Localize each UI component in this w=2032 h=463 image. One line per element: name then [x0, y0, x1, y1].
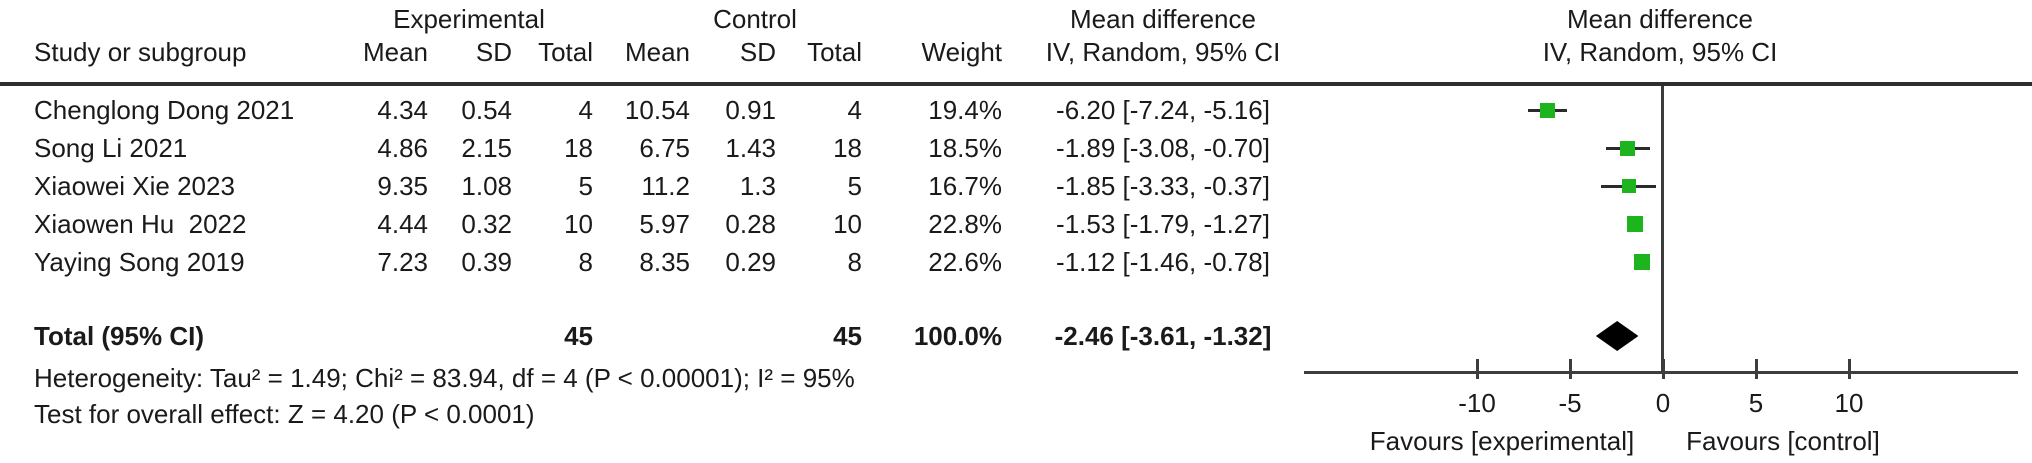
header-ctrl-mean: Mean	[624, 37, 690, 67]
exp-total: 5	[578, 171, 593, 201]
ctrl-sd: 0.28	[725, 209, 776, 239]
weight-value: 22.6%	[928, 247, 1002, 277]
table-row: Xiaowen Hu 2022 4.44 0.32 10 5.97 0.28 1…	[0, 205, 1310, 243]
ctrl-sd: 1.43	[725, 133, 776, 163]
study-marker	[1626, 216, 1643, 232]
header-study: Study or subgroup	[34, 37, 247, 67]
x-axis-line	[1304, 371, 2018, 374]
exp-mean: 7.23	[377, 247, 428, 277]
exp-mean: 4.86	[377, 133, 428, 163]
study-marker	[1621, 179, 1636, 193]
ci-text: -1.12 [-1.46, -0.78]	[1056, 247, 1270, 277]
total-row: Total (95% CI) 45 45 100.0% -2.46 [-3.61…	[0, 317, 1310, 355]
study-marker	[1540, 102, 1556, 118]
header-ci-method-text: IV, Random, 95% CI	[1045, 37, 1281, 67]
favours-control-label: Favours [control]	[1686, 426, 1880, 456]
header-weight: Weight	[921, 37, 1002, 67]
exp-sd: 0.39	[461, 247, 512, 277]
total-label: Total (95% CI)	[34, 321, 204, 351]
weight-value: 19.4%	[928, 95, 1002, 125]
total-ci-text: -2.46 [-3.61, -1.32]	[1054, 321, 1272, 351]
header-mean-difference-plot: Mean difference	[1567, 4, 1753, 34]
ctrl-sd: 1.3	[739, 171, 776, 201]
ctrl-total: 8	[847, 247, 862, 277]
axis-tick-label: 5	[1748, 388, 1764, 418]
study-marker	[1620, 140, 1636, 156]
header-ctrl-sd: SD	[739, 37, 776, 67]
total-ctrl-n: 45	[833, 321, 862, 351]
study-name: Xiaowen Hu 2022	[34, 209, 247, 239]
ctrl-mean: 11.2	[641, 171, 690, 201]
favours-experimental-label: Favours [experimental]	[1369, 426, 1635, 456]
ctrl-mean: 6.75	[639, 133, 690, 163]
weight-value: 22.8%	[928, 209, 1002, 239]
axis-tick-label: 0	[1655, 388, 1671, 418]
exp-sd: 2.15	[461, 133, 512, 163]
ctrl-sd: 0.91	[725, 95, 776, 125]
header-exp-sd: SD	[475, 37, 512, 67]
overall-effect-note: Test for overall effect: Z = 4.20 (P < 0…	[34, 399, 535, 429]
exp-mean: 4.34	[377, 95, 428, 125]
table-row: Chenglong Dong 2021 4.34 0.54 4 10.54 0.…	[0, 91, 1310, 129]
axis-tick	[1754, 359, 1758, 379]
header-exp-mean: Mean	[362, 37, 428, 67]
exp-total: 4	[578, 95, 593, 125]
axis-tick-label: 10	[1834, 388, 1864, 418]
weight-value: 18.5%	[928, 133, 1002, 163]
study-name: Song Li 2021	[34, 133, 188, 163]
axis-tick	[1568, 359, 1572, 379]
total-weight: 100.0%	[913, 321, 1002, 351]
axis-tick-label: -10	[1458, 388, 1496, 418]
axis-tick	[1847, 359, 1851, 379]
axis-tick	[1475, 359, 1479, 379]
ctrl-total: 5	[847, 171, 862, 201]
ci-text: -6.20 [-7.24, -5.16]	[1056, 95, 1270, 125]
table-row: Yaying Song 2019 7.23 0.39 8 8.35 0.29 8…	[0, 243, 1310, 281]
study-name: Chenglong Dong 2021	[34, 95, 295, 125]
ctrl-sd: 0.29	[725, 247, 776, 277]
header-experimental-group: Experimental	[393, 4, 545, 34]
exp-total: 8	[578, 247, 593, 277]
ctrl-total: 10	[833, 209, 862, 239]
ci-text: -1.53 [-1.79, -1.27]	[1056, 209, 1270, 239]
zero-reference-line	[1661, 86, 1664, 372]
header-exp-total: Total	[538, 37, 593, 67]
study-name: Xiaowei Xie 2023	[34, 171, 235, 201]
ctrl-total: 18	[833, 133, 862, 163]
ctrl-mean: 8.35	[639, 247, 690, 277]
table-row: Xiaowei Xie 2023 9.35 1.08 5 11.2 1.3 5 …	[0, 167, 1310, 205]
header-separator-line	[0, 82, 2032, 86]
summary-diamond	[1595, 321, 1639, 351]
exp-sd: 1.08	[461, 171, 512, 201]
header-control-group: Control	[713, 4, 797, 34]
ctrl-total: 4	[847, 95, 862, 125]
ci-text: -1.85 [-3.33, -0.37]	[1056, 171, 1270, 201]
ctrl-mean: 10.54	[624, 95, 690, 125]
exp-sd: 0.32	[461, 209, 512, 239]
exp-mean: 4.44	[377, 209, 428, 239]
study-marker	[1634, 254, 1651, 270]
heterogeneity-note: Heterogeneity: Tau² = 1.49; Chi² = 83.94…	[34, 363, 855, 393]
header-ci-method-plot: IV, Random, 95% CI	[1542, 37, 1778, 67]
ci-text: -1.89 [-3.08, -0.70]	[1056, 133, 1270, 163]
exp-total: 18	[564, 133, 593, 163]
exp-sd: 0.54	[461, 95, 512, 125]
table-row: Song Li 2021 4.86 2.15 18 6.75 1.43 18 1…	[0, 129, 1310, 167]
header-ctrl-total: Total	[807, 37, 862, 67]
total-exp-n: 45	[564, 321, 593, 351]
exp-total: 10	[564, 209, 593, 239]
exp-mean: 9.35	[377, 171, 428, 201]
axis-tick	[1661, 359, 1665, 379]
ctrl-mean: 5.97	[639, 209, 690, 239]
header-mean-difference-text: Mean difference	[1070, 4, 1256, 34]
study-name: Yaying Song 2019	[34, 247, 245, 277]
axis-tick-label: -5	[1558, 388, 1582, 418]
weight-value: 16.7%	[928, 171, 1002, 201]
